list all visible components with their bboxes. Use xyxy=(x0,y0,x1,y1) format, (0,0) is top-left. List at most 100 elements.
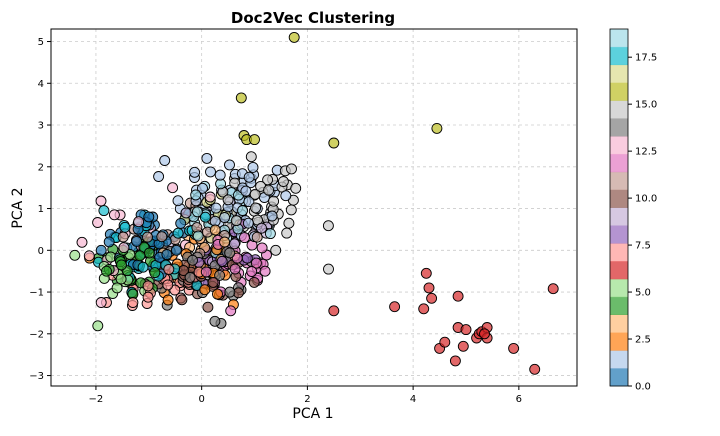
scatter-point xyxy=(160,156,170,166)
scatter-point xyxy=(289,32,299,42)
scatter-point xyxy=(173,196,183,206)
colorbar-segment xyxy=(610,29,628,47)
scatter-point xyxy=(217,256,227,266)
scatter-point xyxy=(329,306,339,316)
colorbar-segment xyxy=(610,332,628,350)
scatter-point xyxy=(93,321,103,331)
scatter-point xyxy=(238,206,248,216)
grid xyxy=(51,29,577,386)
scatter-point xyxy=(230,264,240,274)
scatter-point xyxy=(548,284,558,294)
scatter-point xyxy=(190,167,200,177)
colorbar-tick-label: 17.5 xyxy=(635,53,657,64)
scatter-point xyxy=(211,203,221,213)
scatter-point xyxy=(286,205,296,215)
y-tick-label: 5 xyxy=(38,37,44,48)
scatter-point xyxy=(200,285,210,295)
scatter-point xyxy=(162,250,172,260)
scatter-point xyxy=(242,253,252,263)
scatter-point xyxy=(154,172,164,182)
scatter-point xyxy=(249,277,259,287)
scatter-point xyxy=(390,302,400,312)
scatter-point xyxy=(102,266,112,276)
scatter-point xyxy=(291,183,301,193)
colorbar-segment xyxy=(610,261,628,279)
scatter-point xyxy=(120,222,130,232)
scatter-point xyxy=(282,228,292,238)
colorbar-segment xyxy=(610,350,628,368)
scatter-point xyxy=(96,196,106,206)
scatter-point xyxy=(164,264,174,274)
scatter-point xyxy=(427,293,437,303)
scatter-point xyxy=(210,316,220,326)
scatter-point xyxy=(271,245,281,255)
scatter-point xyxy=(284,218,294,228)
scatter-point xyxy=(220,237,230,247)
scatter-point xyxy=(143,281,153,291)
scatter-point xyxy=(109,210,119,220)
colorbar-segment xyxy=(610,172,628,190)
scatter-point xyxy=(251,203,261,213)
scatter-point xyxy=(252,232,262,242)
scatter-point xyxy=(104,237,114,247)
x-tick-label: 2 xyxy=(304,394,310,405)
scatter-point xyxy=(171,245,181,255)
x-axis-ticks: −2 0 2 4 6 xyxy=(89,386,522,405)
scatter-point xyxy=(421,268,431,278)
colorbar-segment xyxy=(610,208,628,226)
colorbar-segment xyxy=(610,297,628,315)
scatter-point xyxy=(324,264,334,274)
scatter-point xyxy=(144,212,154,222)
scatter-point xyxy=(208,277,218,287)
colorbar-segment xyxy=(610,154,628,172)
scatter-point xyxy=(93,218,103,228)
x-tick-label: −2 xyxy=(89,394,104,405)
scatter-point xyxy=(225,287,235,297)
scatter-point xyxy=(138,262,148,272)
colorbar-tick-label: 7.5 xyxy=(635,241,651,252)
scatter-point xyxy=(118,232,128,242)
y-tick-label: 0 xyxy=(38,246,44,257)
y-axis-label: PCA 2 xyxy=(10,187,26,228)
colorbar-tick-label: 5.0 xyxy=(635,288,651,299)
scatter-point xyxy=(257,243,267,253)
scatter-point xyxy=(450,356,460,366)
scatter-point xyxy=(132,236,142,246)
scatter-point xyxy=(143,292,153,302)
y-tick-label: 3 xyxy=(38,121,44,132)
scatter-point xyxy=(177,295,187,305)
scatter-point xyxy=(163,295,173,305)
scatter-point xyxy=(480,329,490,339)
scatter-point xyxy=(287,164,297,174)
y-tick-label: −3 xyxy=(29,371,44,382)
scatter-point xyxy=(191,190,201,200)
x-tick-label: 0 xyxy=(198,394,204,405)
scatter-point xyxy=(223,195,233,205)
scatter-point xyxy=(203,302,213,312)
scatter-point xyxy=(453,291,463,301)
scatter-point xyxy=(134,217,144,227)
scatter-point xyxy=(163,280,173,290)
scatter-point xyxy=(96,245,106,255)
scatter-point xyxy=(458,341,468,351)
scatter-point xyxy=(117,260,127,270)
scatter-point xyxy=(323,221,333,231)
scatter-point xyxy=(168,183,178,193)
scatter-point xyxy=(247,267,257,277)
scatter-point xyxy=(260,266,270,276)
colorbar-tick-label: 2.5 xyxy=(635,335,651,346)
scatter-point xyxy=(424,283,434,293)
scatter-point xyxy=(248,162,258,172)
scatter-point xyxy=(213,289,223,299)
scatter-point xyxy=(205,192,215,202)
scatter-point xyxy=(250,135,260,145)
y-tick-label: 4 xyxy=(38,79,44,90)
scatter-point xyxy=(157,232,167,242)
x-tick-label: 4 xyxy=(410,394,416,405)
scatter-point xyxy=(150,268,160,278)
scatter-point xyxy=(244,172,254,182)
scatter-point xyxy=(225,248,235,258)
colorbar-segment xyxy=(610,65,628,83)
scatter-point xyxy=(241,186,251,196)
